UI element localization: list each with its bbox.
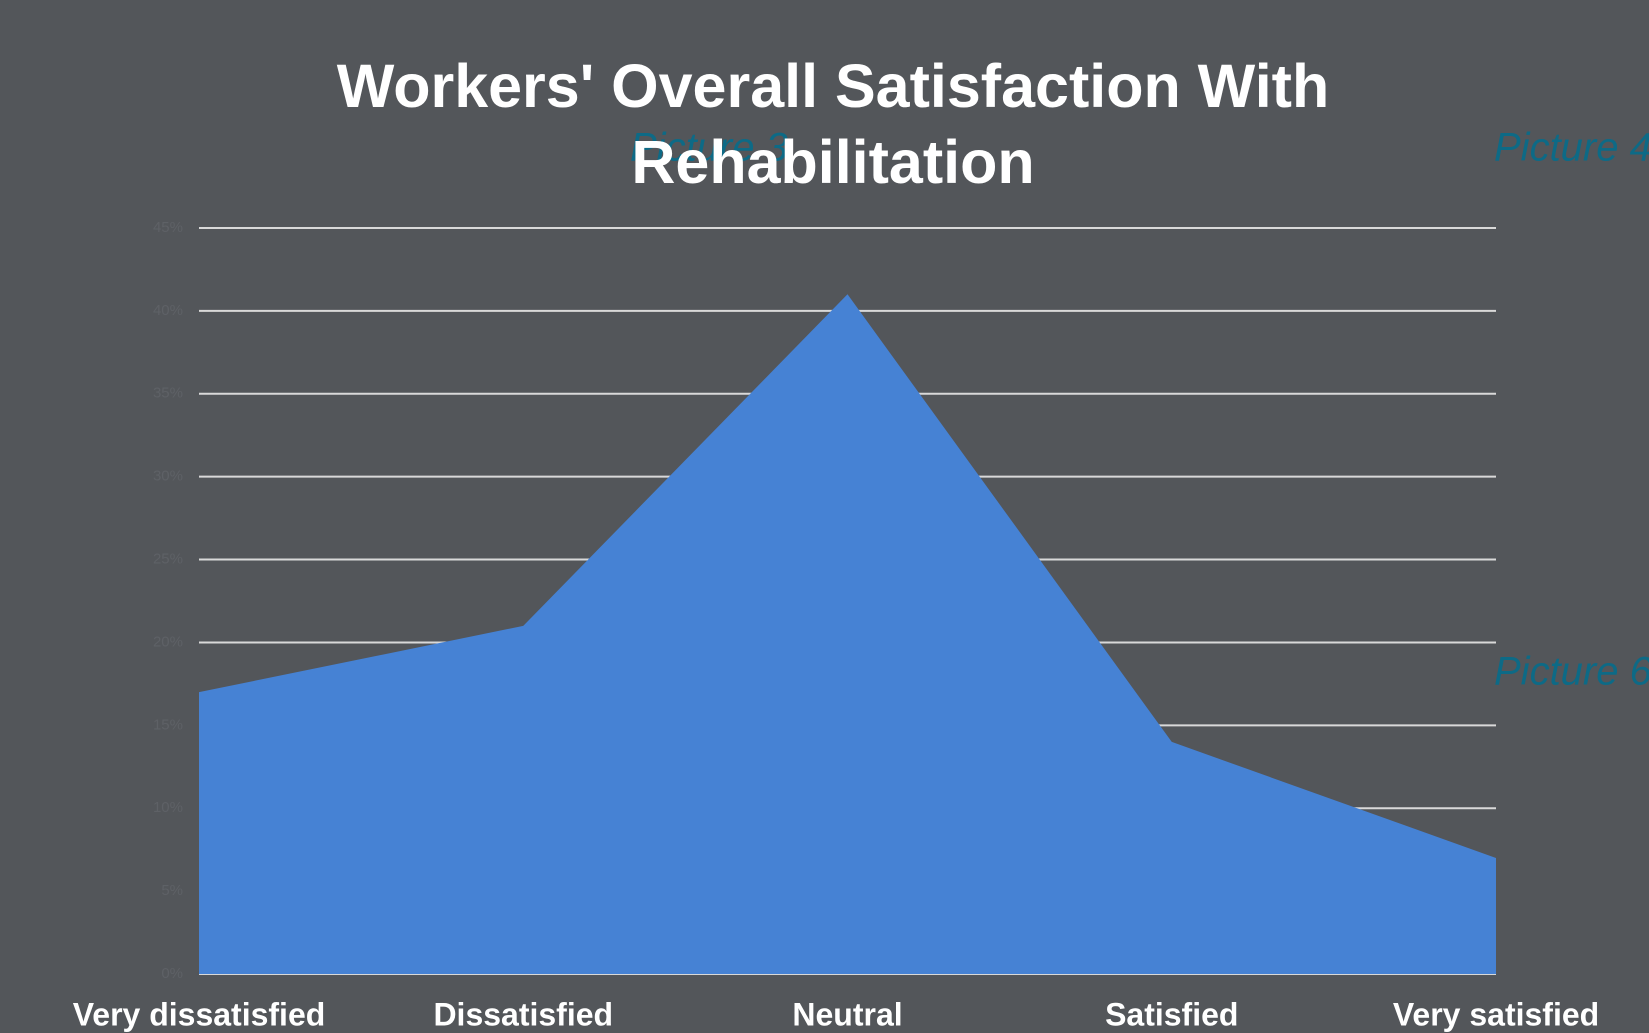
y-tick-label: 0% xyxy=(161,965,183,982)
annotation: Picture 4 xyxy=(1494,126,1649,170)
annotation: Picture 3 xyxy=(630,126,788,170)
y-tick-label: 30% xyxy=(153,468,183,485)
x-tick-label: Very satisfied xyxy=(1393,996,1599,1032)
area xyxy=(199,294,1496,974)
x-tick-label: Neutral xyxy=(792,996,902,1032)
y-tick-label: 45% xyxy=(153,219,183,236)
y-tick-label: 35% xyxy=(153,385,183,402)
x-tick-label: Dissatisfied xyxy=(433,996,613,1032)
y-tick-label: 10% xyxy=(153,799,183,816)
y-tick-label: 5% xyxy=(161,882,183,899)
y-tick-label: 15% xyxy=(153,716,183,733)
chart-title: Workers' Overall Satisfaction With Rehab… xyxy=(336,52,1330,196)
y-tick-label: 25% xyxy=(153,551,183,568)
y-tick-label: 20% xyxy=(153,633,183,650)
x-tick-label: Satisfied xyxy=(1105,996,1238,1032)
y-tick-label: 40% xyxy=(153,302,183,319)
x-tick-label: Very dissatisfied xyxy=(73,996,326,1032)
annotation: Picture 6 xyxy=(1494,650,1649,694)
